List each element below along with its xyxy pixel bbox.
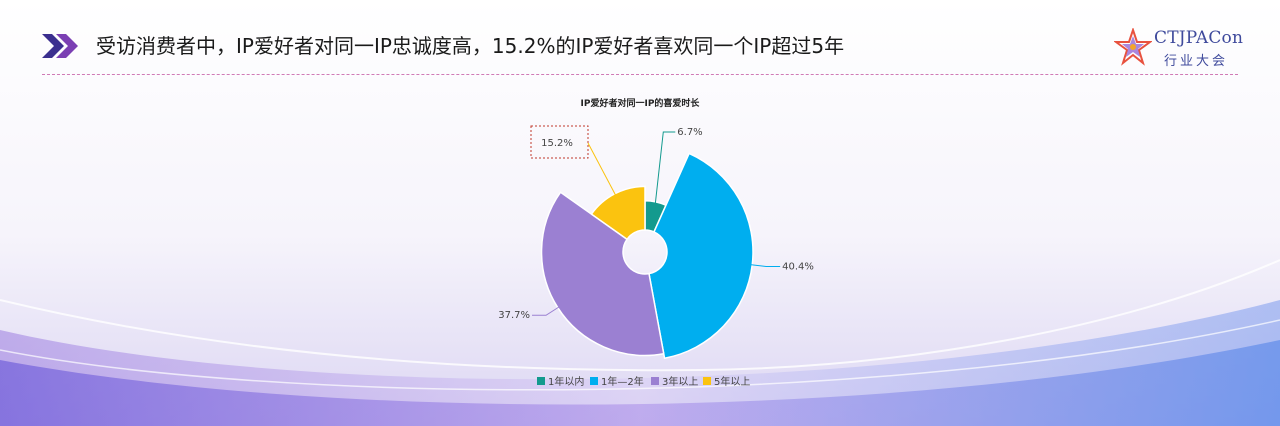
- header-divider: [42, 74, 1238, 75]
- leader-line-3: [532, 306, 560, 316]
- slide-header: 受访消费者中，IP爱好者对同一IP忠诚度高，15.2%的IP爱好者喜欢同一个IP…: [0, 0, 1280, 80]
- pie-slice-3: [540, 191, 665, 357]
- chart-leader-lines: [532, 131, 781, 316]
- data-label-2: 40.4%: [782, 262, 814, 273]
- legend-label-2: 1年—2年: [601, 375, 644, 388]
- legend-swatch-1: [537, 377, 545, 385]
- data-label-1: 6.7%: [677, 127, 702, 138]
- leader-line-2: [750, 264, 781, 268]
- logo-text-cn: 行业大会: [1164, 54, 1229, 69]
- star-logo-icon: [1114, 28, 1152, 66]
- conference-logo: CTJPACon 行业大会: [1114, 26, 1244, 70]
- slide-headline: 受访消费者中，IP爱好者对同一IP忠诚度高，15.2%的IP爱好者喜欢同一个IP…: [96, 34, 845, 58]
- legend-swatch-4: [703, 377, 711, 385]
- chart-legend: 1年以内 1年—2年 3年以上 5年以上: [537, 375, 750, 388]
- chart-slices: [540, 152, 754, 360]
- legend-swatch-2: [590, 377, 598, 385]
- leader-line-1: [654, 131, 676, 204]
- leader-line-4: [587, 142, 617, 196]
- legend-label-3: 3年以上: [662, 375, 698, 388]
- highlight-box: [530, 125, 589, 159]
- data-label-4: 15.2%: [541, 138, 573, 149]
- chart-title: IP爱好者对同一IP的喜爱时长: [581, 97, 701, 109]
- legend-label-4: 5年以上: [714, 375, 750, 388]
- legend-swatch-3: [651, 377, 659, 385]
- logo-text-en: CTJPACon: [1154, 28, 1244, 48]
- legend-label-1: 1年以内: [548, 375, 584, 388]
- double-chevron-icon: [42, 34, 78, 58]
- chart-data-labels: 6.7% 40.4% 37.7% 15.2%: [498, 125, 814, 321]
- pie-slice-4: [590, 185, 646, 241]
- pie-slice-2: [648, 152, 754, 360]
- data-label-3: 37.7%: [498, 310, 530, 321]
